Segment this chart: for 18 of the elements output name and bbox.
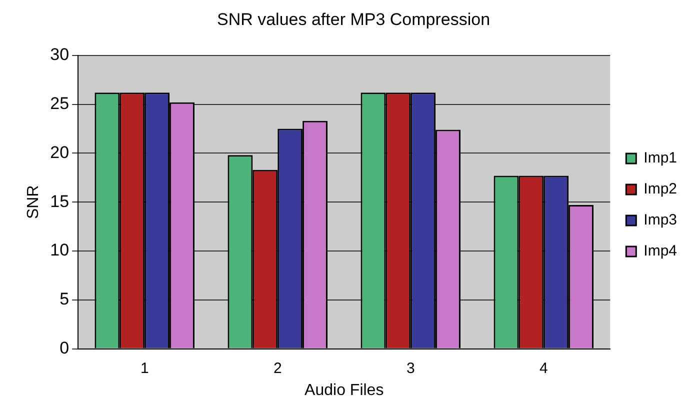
x-tick-label: 3 — [406, 360, 415, 377]
legend-label: Imp1 — [644, 150, 678, 167]
x-tick-label: 4 — [539, 360, 548, 377]
x-tick-label: 2 — [273, 360, 282, 377]
y-tick-label: 10 — [50, 240, 70, 260]
y-tick-label: 25 — [50, 94, 70, 113]
y-axis-title: SNR — [25, 185, 42, 219]
y-tick-label: 20 — [50, 142, 70, 162]
x-axis-title: Audio Files — [304, 382, 384, 399]
legend-label: Imp2 — [644, 180, 678, 198]
legend-label: Imp4 — [644, 242, 678, 260]
y-tick-label: 30 — [50, 45, 70, 64]
y-tick-label: 5 — [60, 290, 70, 309]
legend-label: Imp3 — [644, 212, 678, 229]
chart-title: SNR values after MP3 Compression — [216, 10, 490, 29]
x-tick-label: 1 — [140, 360, 149, 377]
y-tick-label: 0 — [60, 338, 70, 358]
y-tick-label: 15 — [50, 192, 70, 211]
